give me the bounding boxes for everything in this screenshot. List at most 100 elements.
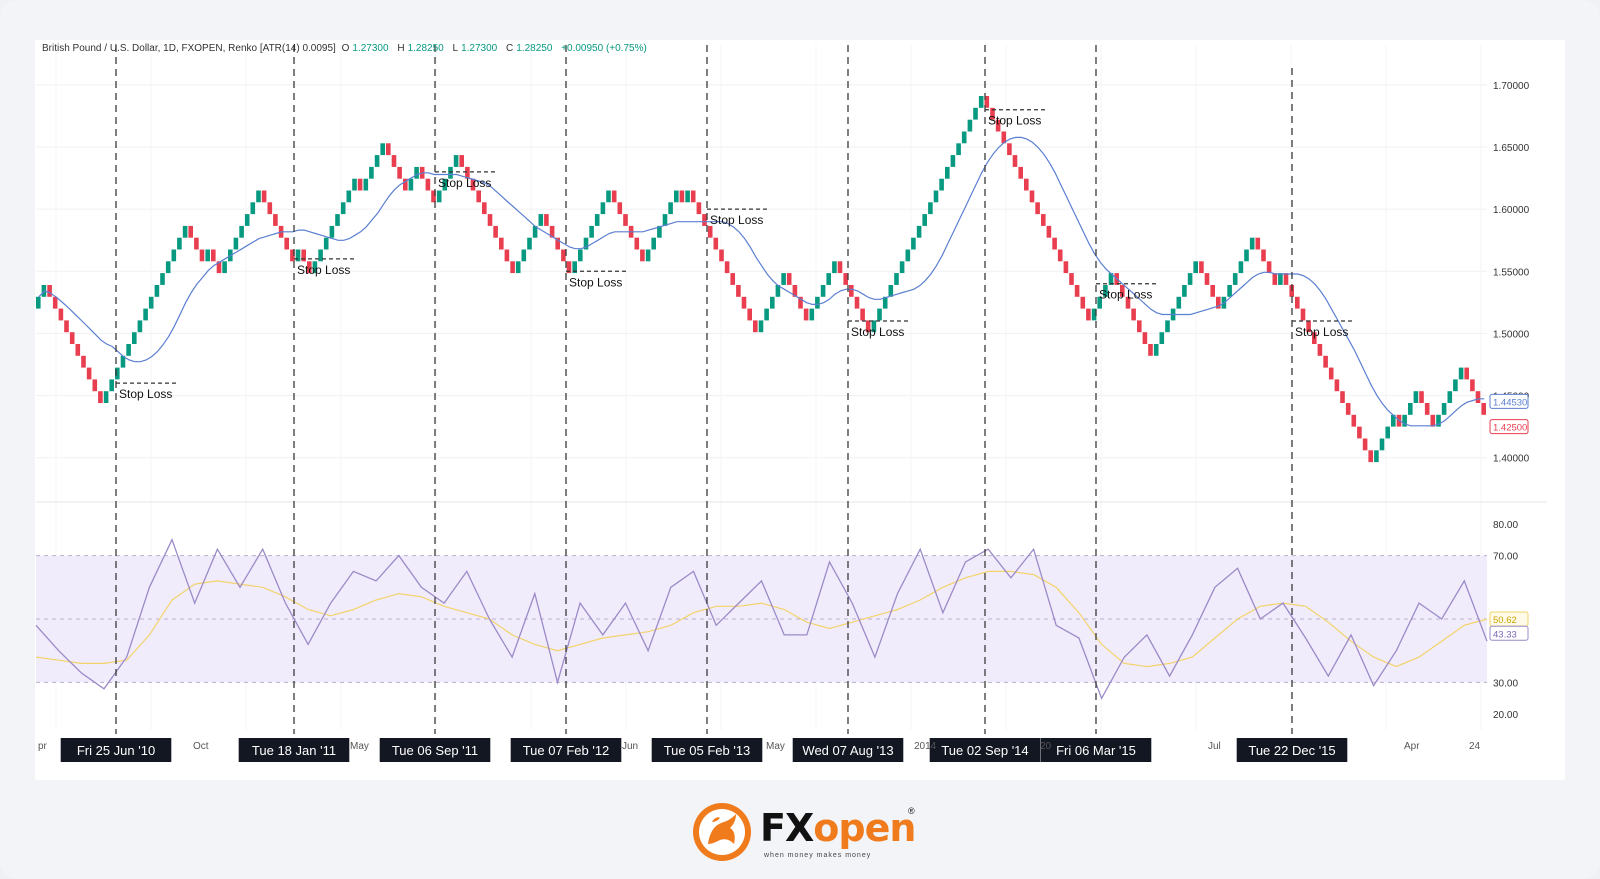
renko-brick-up bbox=[335, 214, 340, 226]
stop-loss-label: Stop Loss bbox=[438, 176, 491, 190]
renko-brick-up bbox=[1436, 414, 1441, 427]
renko-brick-up bbox=[154, 285, 160, 297]
renko-brick-down bbox=[623, 214, 628, 226]
renko-brick-up bbox=[369, 166, 374, 179]
renko-brick-up bbox=[967, 119, 973, 132]
renko-brick-down bbox=[843, 273, 848, 285]
renko-brick-up bbox=[651, 237, 656, 250]
renko-brick-up bbox=[1249, 237, 1255, 250]
renko-brick-up bbox=[826, 273, 831, 285]
renko-brick-up bbox=[160, 273, 165, 285]
renko-brick-down bbox=[1057, 249, 1063, 262]
renko-brick-down bbox=[493, 225, 498, 238]
renko-brick-up bbox=[1413, 391, 1419, 403]
renko-brick-up bbox=[894, 273, 899, 285]
event-date-tag bbox=[1236, 738, 1348, 762]
renko-brick-down bbox=[1204, 273, 1210, 285]
time-axis-label: Jun bbox=[622, 741, 638, 752]
renko-brick-down bbox=[786, 273, 792, 285]
renko-brick-down bbox=[837, 261, 843, 274]
renko-brick-down bbox=[1464, 367, 1469, 380]
renko-brick-up bbox=[256, 190, 261, 203]
renko-brick-up bbox=[809, 308, 815, 321]
renko-brick-down bbox=[301, 249, 306, 262]
renko-brick-up bbox=[945, 166, 950, 179]
stop-loss-label: Stop Loss bbox=[1099, 288, 1152, 302]
renko-brick-down bbox=[290, 249, 295, 262]
renko-brick-up bbox=[120, 355, 126, 368]
renko-brick-up bbox=[363, 178, 369, 191]
renko-brick-down bbox=[86, 367, 92, 380]
renko-brick-down bbox=[1120, 285, 1125, 297]
renko-brick-up bbox=[515, 261, 521, 274]
renko-brick-up bbox=[1193, 261, 1198, 274]
renko-brick-up bbox=[1453, 379, 1458, 392]
renko-brick-down bbox=[261, 190, 267, 203]
renko-brick-down bbox=[1340, 391, 1345, 403]
rsi-badge-box bbox=[1489, 625, 1529, 641]
renko-brick-up bbox=[877, 308, 882, 321]
time-axis-label: pr bbox=[38, 741, 48, 752]
renko-brick-up bbox=[1402, 414, 1407, 427]
renko-brick-up bbox=[137, 320, 143, 333]
rsi-tick-label: 70.00 bbox=[1493, 552, 1518, 563]
renko-brick-down bbox=[92, 379, 98, 392]
renko-brick-down bbox=[216, 261, 222, 274]
renko-brick-up bbox=[380, 143, 385, 156]
renko-brick-down bbox=[1317, 344, 1323, 356]
event-date-label: Fri 25 Jun '10 bbox=[77, 743, 155, 758]
renko-brick-down bbox=[1024, 178, 1029, 191]
price-ma-badge: 1.44530 bbox=[1493, 397, 1527, 408]
renko-brick-up bbox=[1374, 450, 1379, 463]
time-axis-label: Jul bbox=[1208, 741, 1221, 752]
rsi-tick-label: 20.00 bbox=[1493, 710, 1518, 721]
price-tick-label: 1.40000 bbox=[1493, 454, 1530, 465]
renko-brick-down bbox=[690, 190, 696, 203]
renko-brick-down bbox=[1283, 273, 1289, 285]
renko-brick-up bbox=[572, 261, 577, 274]
renko-brick-up bbox=[521, 249, 527, 262]
renko-brick-down bbox=[267, 202, 273, 215]
renko-brick-down bbox=[611, 190, 617, 203]
renko-brick-down bbox=[1001, 131, 1007, 144]
renko-brick-up bbox=[233, 237, 239, 250]
time-axis-label: 24 bbox=[1469, 741, 1481, 752]
renko-brick-up bbox=[436, 190, 442, 203]
renko-brick-down bbox=[499, 237, 504, 250]
time-axis-label: May bbox=[350, 741, 369, 752]
renko-brick-up bbox=[758, 320, 764, 333]
renko-brick-down bbox=[1210, 285, 1215, 297]
renko-brick-up bbox=[1244, 249, 1249, 262]
price-tick-label: 1.70000 bbox=[1493, 81, 1530, 92]
event-date-tag bbox=[379, 738, 491, 762]
renko-brick-up bbox=[939, 178, 944, 191]
renko-brick-down bbox=[1216, 296, 1221, 309]
renko-brick-up bbox=[1458, 367, 1464, 380]
renko-brick-up bbox=[126, 344, 131, 356]
renko-brick-up bbox=[1447, 391, 1453, 403]
renko-brick-up bbox=[1159, 332, 1165, 344]
rsi-line bbox=[35, 538, 1488, 700]
renko-brick-down bbox=[1424, 403, 1430, 415]
rsi-tick-label: 80.00 bbox=[1493, 520, 1518, 531]
renko-brick-down bbox=[1312, 332, 1317, 344]
renko-brick-down bbox=[544, 214, 549, 226]
renko-brick-down bbox=[1046, 225, 1052, 238]
time-axis-label: 2014 bbox=[914, 741, 937, 752]
rsi-badge: 43.33 bbox=[1493, 629, 1517, 640]
renko-brick-down bbox=[52, 296, 58, 309]
renko-brick-up bbox=[408, 178, 414, 191]
brand-fx: FX bbox=[760, 806, 814, 850]
renko-brick-down bbox=[98, 391, 103, 403]
event-date-label: Tue 22 Dec '15 bbox=[1248, 743, 1335, 758]
renko-brick-up bbox=[662, 214, 668, 226]
registered-mark: ® bbox=[908, 806, 915, 816]
bull-logo-icon bbox=[693, 803, 751, 861]
renko-brick-up bbox=[239, 225, 244, 238]
renko-brick-up bbox=[352, 178, 357, 191]
renko-brick-down bbox=[431, 190, 436, 203]
renko-brick-down bbox=[357, 178, 363, 191]
price-ma-line bbox=[38, 136, 1485, 427]
renko-brick-down bbox=[1345, 403, 1351, 415]
